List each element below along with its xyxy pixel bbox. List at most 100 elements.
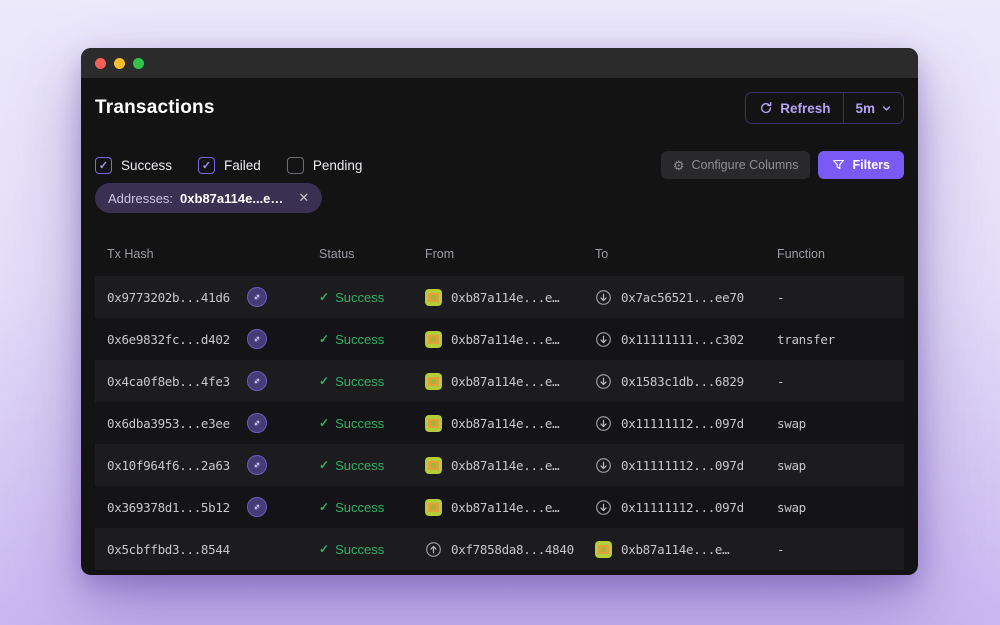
close-window-button[interactable] bbox=[95, 57, 106, 69]
success-check-icon: ✓ bbox=[319, 332, 330, 346]
function-name: - bbox=[777, 373, 785, 389]
filters-button[interactable]: Filters bbox=[818, 151, 904, 179]
tx-direction-badge bbox=[247, 455, 267, 475]
status-label: Success bbox=[335, 457, 385, 473]
from-cell: 0xb87a114e...e… bbox=[417, 288, 587, 306]
from-cell: 0xf7858da8...4840 bbox=[417, 541, 587, 558]
minimize-window-button[interactable] bbox=[114, 57, 125, 69]
page-header: Transactions Refresh 5m bbox=[95, 90, 904, 126]
tx-badge-cell bbox=[242, 287, 305, 307]
tx-badge-cell bbox=[242, 455, 305, 475]
diagonal-arrows-icon bbox=[254, 462, 260, 468]
tx-hash-cell: 0x4ca0f8eb...4fe3 bbox=[95, 374, 242, 389]
configure-columns-label: Configure Columns bbox=[691, 158, 799, 172]
table-row[interactable]: 0x10f964f6...2a63 ✓ Success bbox=[95, 444, 904, 486]
function-cell: - bbox=[762, 542, 904, 557]
status-label: Success bbox=[335, 499, 385, 515]
from-cell: 0xb87a114e...e… bbox=[417, 330, 587, 348]
tx-hash-link[interactable]: 0x6dba3953...e3ee bbox=[107, 415, 230, 431]
function-name: swap bbox=[777, 415, 806, 431]
status-cell: ✓ Success bbox=[305, 332, 417, 347]
checkbox-failed[interactable]: ✓ Failed bbox=[198, 156, 261, 174]
from-address: 0xb87a114e...e… bbox=[451, 457, 560, 473]
arrow-down-circle-icon bbox=[595, 331, 612, 348]
configure-columns-button[interactable]: ⚙ Configure Columns bbox=[660, 151, 811, 179]
checkbox-failed-label: Failed bbox=[224, 157, 261, 173]
checkbox-pending-label: Pending bbox=[312, 157, 363, 173]
checkbox-success-label: Success bbox=[121, 157, 173, 173]
table-actions: ⚙ Configure Columns Filters bbox=[660, 151, 904, 179]
from-cell: 0xb87a114e...e… bbox=[417, 498, 587, 516]
tx-hash-cell: 0x5cbffbd3...8544 bbox=[95, 542, 242, 557]
to-cell: 0x1583c1db...6829 bbox=[587, 373, 762, 390]
from-address: 0xb87a114e...e… bbox=[451, 415, 560, 431]
column-header-function: Function bbox=[777, 246, 825, 261]
table-row[interactable]: 0x6dba3953...e3ee ✓ Success bbox=[95, 402, 904, 444]
function-cell: transfer bbox=[762, 332, 904, 347]
address-identicon bbox=[425, 498, 442, 516]
table-row[interactable]: 0x9773202b...41d6 ✓ Success bbox=[95, 276, 904, 318]
from-address: 0xb87a114e...e… bbox=[451, 499, 560, 515]
addresses-filter-chip: Addresses: 0xb87a114e...e… ✕ bbox=[95, 183, 323, 213]
address-identicon bbox=[425, 456, 442, 474]
function-cell: - bbox=[762, 290, 904, 305]
tx-hash-cell: 0x6e9832fc...d402 bbox=[95, 332, 242, 347]
function-name: transfer bbox=[777, 331, 835, 347]
column-header-tx-hash: Tx Hash bbox=[107, 246, 154, 261]
window-titlebar bbox=[81, 48, 918, 78]
refresh-button[interactable]: Refresh bbox=[746, 93, 843, 123]
arrow-down-circle-icon bbox=[595, 373, 612, 390]
diagonal-arrows-icon bbox=[254, 504, 260, 510]
funnel-icon bbox=[833, 159, 845, 170]
addresses-chip-label: Addresses: bbox=[108, 190, 174, 206]
address-identicon bbox=[425, 372, 442, 390]
status-label: Success bbox=[335, 373, 385, 389]
table-row[interactable]: 0x369378d1...5b12 ✓ Success bbox=[95, 486, 904, 528]
to-cell: 0xb87a114e...e… bbox=[587, 540, 762, 558]
to-cell: 0x11111112...097d bbox=[587, 415, 762, 432]
to-cell: 0x11111112...097d bbox=[587, 457, 762, 474]
from-cell: 0xb87a114e...e… bbox=[417, 456, 587, 474]
diagonal-arrows-icon bbox=[254, 294, 260, 300]
arrow-down-circle-icon bbox=[595, 499, 612, 516]
table-body: 0x9773202b...41d6 ✓ Success bbox=[95, 276, 904, 570]
status-cell: ✓ Success bbox=[305, 416, 417, 431]
gear-icon: ⚙ bbox=[672, 157, 685, 173]
function-name: swap bbox=[777, 457, 806, 473]
to-cell: 0x11111111...c302 bbox=[587, 331, 762, 348]
tx-hash-link[interactable]: 0x4ca0f8eb...4fe3 bbox=[107, 373, 230, 389]
refresh-interval-dropdown[interactable]: 5m bbox=[844, 93, 903, 123]
tx-hash-cell: 0x369378d1...5b12 bbox=[95, 500, 242, 515]
function-cell: swap bbox=[762, 500, 904, 515]
table-row[interactable]: 0x5cbffbd3...8544 ✓ Success bbox=[95, 528, 904, 570]
table-header-row: Tx Hash Status From To Function bbox=[95, 231, 904, 276]
to-address: 0x11111111...c302 bbox=[621, 331, 744, 347]
tx-hash-link[interactable]: 0x369378d1...5b12 bbox=[107, 499, 230, 515]
status-label: Success bbox=[335, 289, 385, 305]
tx-hash-link[interactable]: 0x5cbffbd3...8544 bbox=[107, 541, 230, 557]
transactions-table: Tx Hash Status From To Function 0x977320… bbox=[95, 231, 904, 570]
checkbox-pending[interactable]: ✓ Pending bbox=[286, 156, 363, 174]
table-row[interactable]: 0x6e9832fc...d402 ✓ Success bbox=[95, 318, 904, 360]
app-window: Transactions Refresh 5m bbox=[81, 48, 918, 575]
tx-hash-link[interactable]: 0x10f964f6...2a63 bbox=[107, 457, 230, 473]
refresh-button-label: Refresh bbox=[780, 100, 831, 116]
tx-hash-link[interactable]: 0x9773202b...41d6 bbox=[107, 289, 230, 305]
tx-hash-link[interactable]: 0x6e9832fc...d402 bbox=[107, 331, 230, 347]
tx-hash-cell: 0x6dba3953...e3ee bbox=[95, 416, 242, 431]
diagonal-arrows-icon bbox=[254, 378, 260, 384]
chevron-down-icon bbox=[883, 105, 890, 111]
table-row[interactable]: 0x4ca0f8eb...4fe3 ✓ Success bbox=[95, 360, 904, 402]
checkbox-success[interactable]: ✓ Success bbox=[95, 156, 173, 174]
checkbox-failed-box: ✓ bbox=[198, 156, 216, 174]
filters-button-label: Filters bbox=[852, 158, 890, 172]
zoom-window-button[interactable] bbox=[133, 57, 144, 69]
status-cell: ✓ Success bbox=[305, 500, 417, 515]
refresh-icon bbox=[761, 101, 772, 114]
from-cell: 0xb87a114e...e… bbox=[417, 414, 587, 432]
remove-address-filter-button[interactable]: ✕ bbox=[298, 190, 310, 205]
arrow-down-circle-icon bbox=[595, 289, 612, 306]
status-label: Success bbox=[335, 541, 385, 557]
tx-hash-cell: 0x9773202b...41d6 bbox=[95, 290, 242, 305]
app-content: Transactions Refresh 5m bbox=[81, 90, 918, 570]
